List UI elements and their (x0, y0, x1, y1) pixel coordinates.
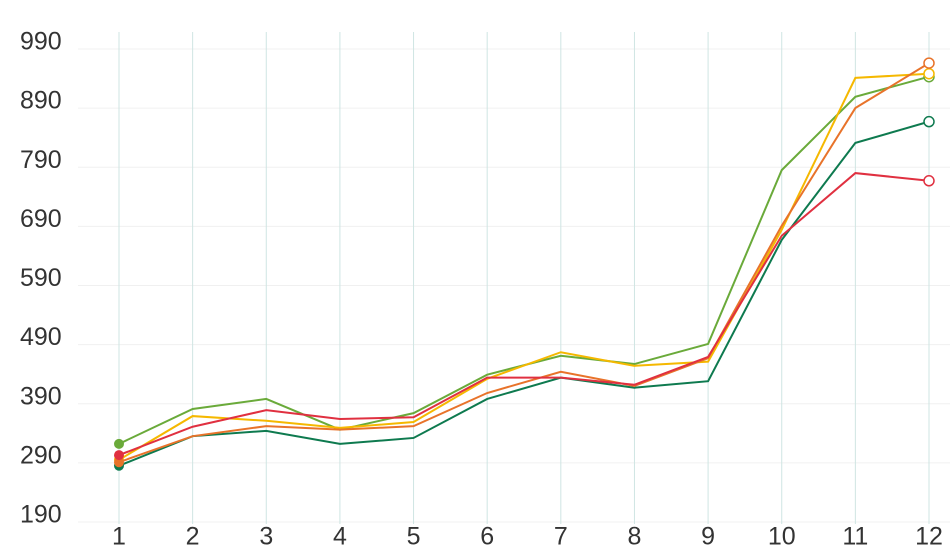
series-line (118, 172, 930, 457)
series-line (118, 62, 930, 464)
start-marker (114, 457, 124, 468)
y-tick-label: 290 (20, 441, 62, 469)
x-tick-label: 3 (259, 523, 273, 551)
x-tick-label: 2 (186, 523, 200, 551)
y-tick-label: 390 (20, 382, 62, 410)
x-tick-label: 4 (333, 523, 347, 551)
x-tick-label: 1 (112, 523, 126, 551)
start-marker (114, 438, 124, 449)
y-tick-label: 990 (20, 28, 62, 56)
y-tick-label: 790 (20, 146, 62, 174)
x-tick-label: 12 (915, 523, 943, 551)
end-marker (923, 175, 935, 187)
x-tick-label: 11 (842, 523, 868, 551)
x-tick-label: 8 (628, 523, 642, 551)
y-tick-label: 590 (20, 264, 62, 292)
series-line (118, 120, 930, 467)
x-tick-label: 9 (701, 523, 715, 551)
y-tick-label: 190 (20, 501, 62, 529)
x-tick-label: 7 (554, 523, 568, 551)
x-tick-label: 5 (407, 523, 421, 551)
end-marker (923, 57, 935, 69)
end-marker (923, 67, 935, 80)
x-tick-label: 10 (768, 523, 796, 551)
y-tick-label: 490 (20, 323, 62, 351)
y-tick-label: 690 (20, 205, 62, 233)
x-tick-label: 6 (480, 523, 494, 551)
end-marker (923, 115, 935, 128)
start-marker (114, 450, 124, 461)
y-tick-label: 890 (20, 87, 62, 115)
